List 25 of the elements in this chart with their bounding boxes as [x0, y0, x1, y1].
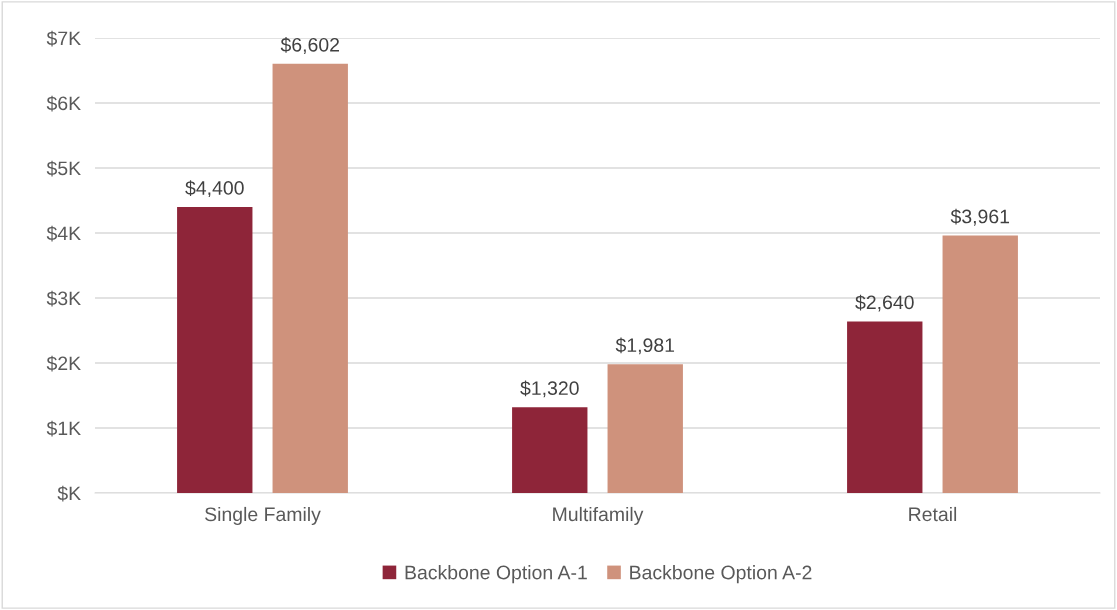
- bar: [847, 321, 923, 493]
- bar: [942, 235, 1018, 493]
- bar: [607, 364, 683, 493]
- bar: [177, 207, 253, 493]
- y-tick-label: $1K: [46, 420, 81, 437]
- y-tick-label: $K: [57, 485, 81, 502]
- y-tick-label: $3K: [46, 290, 81, 307]
- x-tick-label: Retail: [909, 506, 957, 522]
- y-tick-label: $4K: [46, 225, 81, 242]
- x-tick-label: Single Family: [205, 506, 321, 526]
- y-tick-label: $7K: [46, 30, 81, 47]
- bar: [512, 407, 588, 493]
- data-label: $1,320: [520, 380, 579, 398]
- y-tick-label: $6K: [46, 95, 81, 112]
- legend-label: Backbone Option A-1: [405, 565, 587, 584]
- y-tick-label: $5K: [46, 160, 81, 177]
- bar: [272, 63, 348, 493]
- data-label: $4,400: [185, 180, 244, 198]
- data-label: $6,602: [280, 37, 339, 54]
- x-tick-label: Multifamily: [553, 506, 644, 526]
- data-label: $1,981: [615, 337, 675, 355]
- data-label: $2,640: [855, 294, 914, 312]
- data-label: $3,961: [950, 208, 1010, 226]
- legend-label: Backbone Option A-2: [630, 565, 812, 584]
- y-tick-label: $2K: [46, 355, 81, 372]
